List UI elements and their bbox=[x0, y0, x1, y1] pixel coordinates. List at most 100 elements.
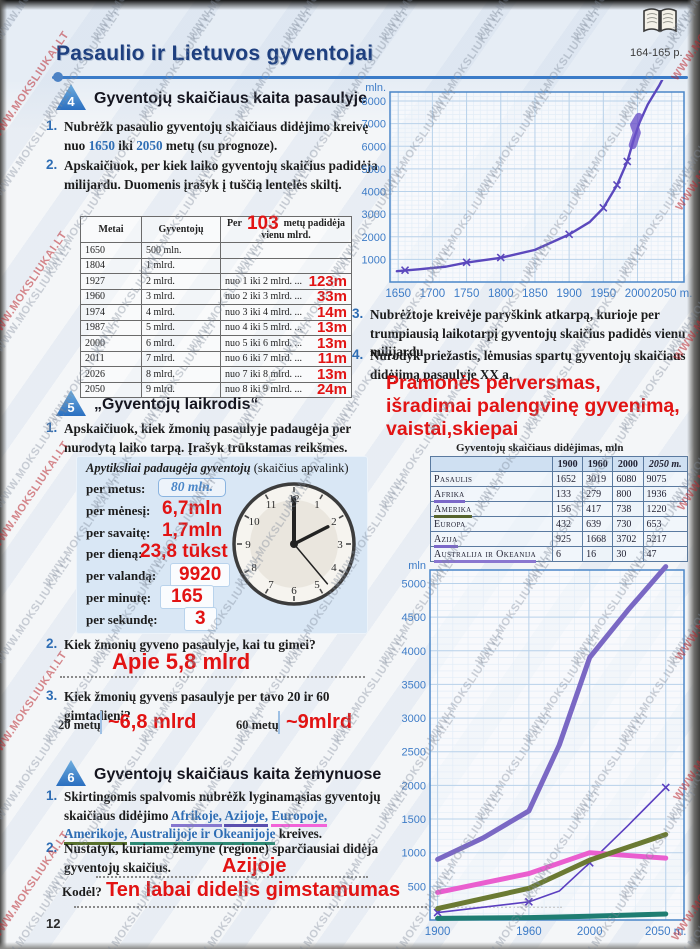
cell-value: 925 bbox=[551, 531, 584, 547]
clock-hub bbox=[290, 540, 298, 548]
scan-edge-top bbox=[0, 0, 700, 10]
column-header: 2050 m. bbox=[642, 456, 688, 472]
page-title: Pasaulio ir Lietuvos gyventojai bbox=[56, 42, 374, 65]
y-tick-label: 5000 bbox=[402, 578, 426, 590]
scan-edge-bottom bbox=[0, 942, 700, 949]
header-divider-dot bbox=[53, 72, 63, 82]
clock-number: 11 bbox=[266, 499, 277, 511]
cell-continent-name: Azija bbox=[430, 531, 553, 548]
range-text: nuo 2 iki 3 mlrd. ... bbox=[225, 291, 302, 303]
cell-value: 639 bbox=[582, 516, 614, 532]
handwritten-answer-20-years: ~6,8 mlrd bbox=[100, 711, 196, 734]
handwritten-answer: 6,7mln bbox=[162, 497, 223, 519]
section6-task1: 1. Skirtingomis spalvomis nubrėžk lyginam… bbox=[46, 788, 388, 846]
y-tick-label: 2000 bbox=[402, 780, 426, 792]
continent-name: Amerika bbox=[434, 503, 472, 518]
range-text: nuo 7 iki 8 mlrd. ... bbox=[225, 368, 302, 380]
table-row: 2026 8 mlrd. nuo 7 iki 8 mlrd. ... 13m bbox=[80, 366, 352, 383]
cell-year: 2011 bbox=[80, 350, 142, 367]
y-tick-label: 4500 bbox=[402, 612, 426, 624]
axis-frame bbox=[389, 91, 685, 283]
cell-range bbox=[220, 242, 352, 259]
data-marker bbox=[462, 258, 471, 267]
box-row-label: per sekundę: bbox=[86, 611, 158, 627]
task-text: Nurodyk priežastis, lėmusias spartų gyve… bbox=[370, 348, 686, 382]
task-text: Kiek žmonių gyvens pasaulyje per tavo 20… bbox=[64, 689, 330, 723]
scan-edge-right bbox=[687, 0, 700, 949]
table-row: Azija 925 1668 3702 5217 bbox=[430, 531, 688, 548]
y-tick-label: 4000 bbox=[402, 646, 426, 658]
cell-value: 30 bbox=[612, 546, 644, 562]
table-row: Australija ir Okeanija 6 16 30 47 bbox=[430, 546, 688, 563]
answer-dotted-line bbox=[74, 906, 562, 908]
x-tick-label: 1950 bbox=[591, 288, 617, 300]
table-row: Europa 432 639 730 653 bbox=[430, 516, 688, 532]
range-text: nuo 5 iki 6 mlrd. ... bbox=[225, 337, 302, 349]
answer-dotted-line bbox=[96, 876, 368, 878]
section4-task4: 4. Nurodyk priežastis, lėmusias spartų gy… bbox=[352, 347, 700, 384]
clock-tick bbox=[244, 569, 250, 574]
task-number: 3. bbox=[352, 306, 364, 321]
handwritten-answer: 24m bbox=[316, 381, 347, 399]
section4-badge: 4 bbox=[56, 84, 86, 110]
task-text: Kiek žmonių gyveno pasaulyje, kai tu gim… bbox=[64, 637, 316, 652]
section5-title: „Gyventojų laikrodis“ bbox=[94, 396, 259, 413]
y-tick-label: 500 bbox=[408, 881, 426, 893]
section5-task2: 2. Kiek žmonių gyveno pasaulyje, kai tu g… bbox=[46, 636, 382, 655]
table-header-row: Metai Gyventojų Per 103 metų padidėja vien… bbox=[80, 214, 352, 243]
printed-value: 80 mln. bbox=[158, 478, 227, 497]
continent-list: Afrikoje, Azijoje, Europoje, Amerikoje, … bbox=[64, 807, 328, 846]
cell-value: 1652 bbox=[551, 471, 584, 487]
handwritten-answer: 1,7mln bbox=[162, 519, 223, 541]
cell-population: 8 mlrd. bbox=[141, 366, 221, 383]
y-tick-label: 3000 bbox=[402, 713, 426, 725]
axis-frame bbox=[429, 569, 685, 921]
range-text: nuo 8 iki 9 mlrd. ... bbox=[225, 384, 302, 396]
task-number: 1. bbox=[46, 118, 58, 133]
task-number: 3. bbox=[46, 688, 58, 703]
table-row: 1927 2 mlrd. nuo 1 iki 2 mlrd. ... 123m bbox=[80, 273, 352, 290]
section6-title: Gyventojų skaičiaus kaita žemynuose bbox=[94, 766, 382, 783]
box-row-label: per metus: bbox=[86, 481, 146, 496]
handwritten-answer: 11m bbox=[317, 350, 347, 368]
task-number: 4. bbox=[352, 347, 364, 362]
continent-table: 1900 1960 2000 2050 m. Pasaulis 1652 3019 6080… bbox=[430, 456, 688, 563]
cell-value: 279 bbox=[582, 486, 614, 502]
clock-number: 5 bbox=[314, 579, 320, 591]
table-row: 2011 7 mlrd. nuo 6 iki 7 mlrd. ... 11m bbox=[80, 350, 352, 368]
x-tick-label: 1650 bbox=[385, 288, 411, 300]
cell-continent-name: Europa bbox=[430, 516, 553, 532]
cell-value: 800 bbox=[612, 486, 644, 502]
x-tick-label: 1960 bbox=[516, 926, 542, 938]
task-number: 1. bbox=[46, 788, 58, 803]
continent-name: Europa bbox=[434, 518, 466, 530]
clock-box-title-normal: (skaičius apvalink) bbox=[250, 461, 349, 475]
box-row-label: per minutę: bbox=[86, 589, 152, 605]
chart-line-pasaulio-gyventoj-kreiv- bbox=[395, 80, 664, 273]
column-header: 1960 bbox=[582, 456, 614, 472]
cell-population: 500 mln. bbox=[141, 242, 221, 259]
clock-number: 9 bbox=[245, 539, 251, 551]
cell-value: 9075 bbox=[642, 471, 688, 487]
cell-population: 1 mlrd. bbox=[141, 257, 221, 274]
cell-population: 6 mlrd. bbox=[141, 335, 221, 352]
chart-line-afrika bbox=[436, 786, 667, 914]
year-from: 1650 bbox=[88, 137, 115, 153]
section4-title: Gyventojų skaičiaus kaita pasaulyje bbox=[94, 90, 368, 107]
y-tick-label: 2500 bbox=[402, 747, 426, 759]
handwritten-answer-birth-population: Apie 5,8 mlrd bbox=[112, 649, 251, 674]
column-header-metai: Metai bbox=[80, 216, 142, 243]
data-marker bbox=[400, 266, 410, 275]
answer-dotted-line bbox=[60, 676, 365, 678]
box-row-label: per valandą: bbox=[86, 568, 157, 584]
year-to: 2050 bbox=[136, 137, 163, 153]
table-row: Pasaulis 1652 3019 6080 9075 bbox=[430, 471, 688, 487]
y-tick-label: 8000 bbox=[362, 96, 386, 108]
table-row: Afrika 133 279 800 1936 bbox=[430, 486, 688, 503]
header-text: Per bbox=[226, 218, 242, 229]
continent-table-title: Gyventojų skaičiaus didėjimas, mln bbox=[456, 442, 624, 454]
task-text: Apskaičiuok, per kiek laiko gyventojų sk… bbox=[64, 158, 378, 192]
task-text: Apskaičiuok, kiek žmonių pasaulyje padau… bbox=[64, 421, 352, 455]
scan-edge-left bbox=[0, 0, 7, 949]
handwritten-answer: 165 bbox=[160, 584, 214, 609]
